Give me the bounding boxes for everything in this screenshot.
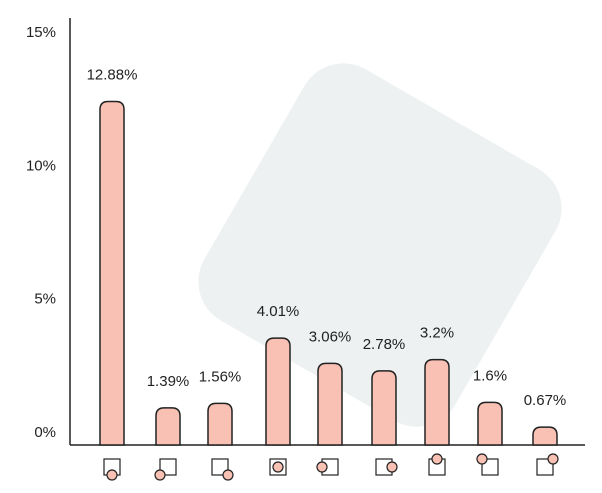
- bar: [265, 337, 291, 446]
- value-label: 0.67%: [524, 392, 567, 409]
- bar: [317, 362, 343, 446]
- bar: [207, 402, 233, 446]
- value-label: 2.78%: [363, 336, 406, 353]
- value-label: 1.39%: [147, 373, 190, 390]
- value-label: 1.6%: [473, 367, 507, 384]
- bar: [155, 407, 181, 446]
- category-icon-circle: [386, 461, 398, 473]
- category-icon-circle: [431, 453, 443, 465]
- category-icon-square: [159, 458, 177, 476]
- bar: [477, 401, 503, 446]
- value-label: 1.56%: [199, 368, 242, 385]
- category-icon-square: [211, 458, 229, 476]
- bar: [371, 370, 397, 446]
- category-icon-circle: [154, 469, 166, 481]
- y-tick-label: 5%: [34, 291, 56, 308]
- y-tick-label: 10%: [26, 157, 56, 174]
- category-icon-circle: [547, 453, 559, 465]
- value-label: 4.01%: [257, 303, 300, 320]
- value-label: 3.2%: [420, 325, 454, 342]
- bar: [99, 100, 125, 446]
- category-icon-square: [536, 458, 554, 476]
- bar: [532, 426, 558, 446]
- value-label: 12.88%: [87, 67, 138, 84]
- category-icon-square: [481, 458, 499, 476]
- value-label: 3.06%: [309, 328, 352, 345]
- category-icon-circle: [272, 461, 284, 473]
- bar: [424, 358, 450, 446]
- category-icon-circle: [476, 453, 488, 465]
- category-icon-circle: [222, 469, 234, 481]
- category-icon-circle: [106, 469, 118, 481]
- y-tick-label: 0%: [34, 424, 56, 441]
- y-tick-label: 15%: [26, 24, 56, 41]
- background-shape: [198, 63, 562, 427]
- category-icon-circle: [316, 461, 328, 473]
